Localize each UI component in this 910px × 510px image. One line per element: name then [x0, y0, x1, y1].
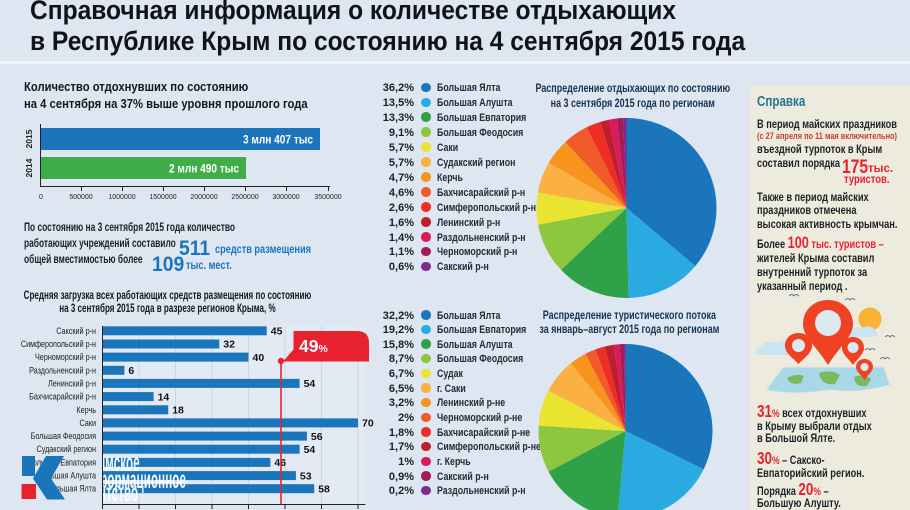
- svg-text:14: 14: [158, 391, 170, 403]
- svg-text:0: 0: [39, 194, 43, 201]
- svg-text:Бахчисарайский р-н: Бахчисарайский р-н: [29, 392, 96, 402]
- svg-text:Сакский р-н: Сакский р-н: [56, 326, 96, 336]
- svg-text:500000: 500000: [69, 194, 92, 201]
- svg-text:40: 40: [253, 352, 265, 364]
- svg-text:58: 58: [318, 483, 330, 495]
- svg-text:32: 32: [223, 339, 235, 351]
- svg-text:54: 54: [304, 378, 316, 390]
- svg-text:6: 6: [128, 365, 134, 377]
- svg-text:Раздольненский р-н: Раздольненский р-н: [29, 365, 96, 375]
- svg-text:2014: 2014: [24, 158, 34, 177]
- svg-text:3000000: 3000000: [272, 194, 299, 201]
- svg-text:Большая Евпатория: Большая Евпатория: [28, 457, 96, 467]
- svg-text:1500000: 1500000: [149, 194, 176, 201]
- svg-text:18: 18: [172, 405, 184, 417]
- svg-text:Керчь: Керчь: [76, 405, 96, 415]
- svg-text:3 млн 407 тыс: 3 млн 407 тыс: [243, 135, 314, 147]
- svg-text:2500000: 2500000: [231, 194, 258, 201]
- svg-text:53: 53: [300, 470, 312, 482]
- svg-text:3500000: 3500000: [314, 194, 341, 201]
- svg-text:2015: 2015: [24, 129, 34, 148]
- svg-text:2 млн 490 тыс: 2 млн 490 тыс: [169, 164, 240, 176]
- svg-text:56: 56: [311, 431, 323, 443]
- svg-text:Большая Ялта: Большая Ялта: [47, 484, 96, 494]
- svg-text:54: 54: [304, 444, 316, 456]
- svg-text:Большая Феодосия: Большая Феодосия: [31, 431, 97, 441]
- svg-text:Большая Алушта: Большая Алушта: [38, 471, 96, 481]
- svg-text:45: 45: [271, 326, 283, 338]
- svg-text:Саки: Саки: [80, 418, 97, 428]
- svg-text:Черноморский р-н: Черноморский р-н: [35, 352, 96, 362]
- svg-text:Судакский регион: Судакский регион: [37, 444, 97, 454]
- svg-text:1000000: 1000000: [108, 194, 135, 201]
- svg-text:Ленинский р-н: Ленинский р-н: [48, 378, 96, 388]
- svg-text:2000000: 2000000: [190, 194, 217, 201]
- svg-text:Симферопольский р-н: Симферопольский р-н: [21, 339, 96, 349]
- svg-text:70: 70: [362, 418, 374, 430]
